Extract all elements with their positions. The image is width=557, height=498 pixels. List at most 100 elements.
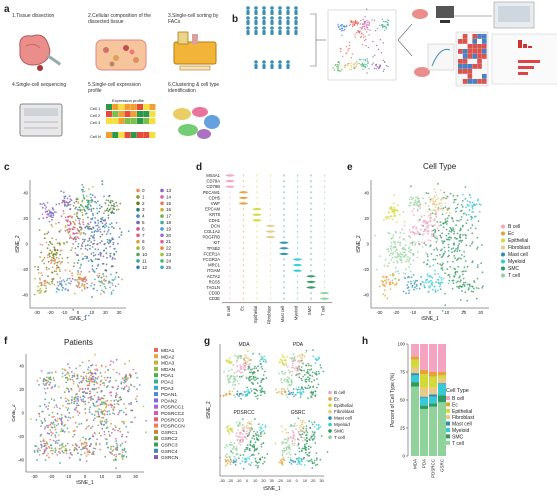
- heatmap-cell: [458, 44, 463, 49]
- person-icon-body: [246, 30, 250, 35]
- cluster-legend-label: 8: [142, 239, 145, 244]
- tsne-e-points: [374, 183, 484, 312]
- tsne-g-x-tick: -30: [219, 479, 225, 483]
- bar-segment: [411, 386, 419, 456]
- bar-legend-title: Cell Type: [446, 388, 469, 394]
- expression-heatmap: [106, 104, 156, 138]
- cluster-legend-label: 14: [166, 194, 172, 199]
- heatmap-cell: [458, 79, 463, 84]
- violin-shape: [229, 230, 231, 233]
- violin-shape: [323, 219, 326, 222]
- cluster-legend-label: 6: [142, 226, 145, 231]
- expression-cell: [106, 111, 112, 117]
- cluster-legend-label: 9: [142, 246, 145, 251]
- violin-shape: [323, 258, 326, 261]
- person-icon-body: [254, 20, 258, 25]
- tsne-celltype-plot: -30 -20 -10 0 10 20 30 40 20 0 -20 -40 tSNE_1 tSNE_2 B…: [356, 180, 531, 322]
- panel-g-label: g: [204, 336, 211, 347]
- person-icon: [254, 26, 258, 30]
- expression-cell: [106, 104, 112, 110]
- violin-shape: [296, 202, 299, 205]
- facet-title: PDA: [293, 342, 304, 348]
- expression-cell: [130, 111, 137, 117]
- bar-legend-label: B cell: [452, 396, 464, 402]
- violin-shape: [256, 286, 258, 289]
- tsne-e-y-tick: -40: [363, 293, 370, 298]
- tsne-f-y-tick: 0: [22, 411, 25, 416]
- violin-shape: [242, 185, 245, 188]
- cluster-legend-dot: [136, 259, 140, 263]
- violin-shape: [265, 230, 276, 233]
- bar-segment: [429, 396, 437, 404]
- facet-title: MDA: [238, 342, 250, 348]
- expression-cell: [149, 111, 156, 117]
- violin-shape: [283, 275, 285, 278]
- expression-cell: [130, 132, 137, 138]
- violin-shape: [256, 291, 258, 295]
- violin-shape: [238, 191, 249, 194]
- expression-cell: [124, 104, 131, 110]
- gene-label: DCN: [211, 223, 220, 228]
- violin-shape: [256, 179, 258, 183]
- violin-shape: [225, 185, 235, 188]
- tsne-c-x-tick: 10: [89, 310, 94, 315]
- g-legend-dot: [328, 397, 332, 401]
- patient-legend-label: GSRC1: [161, 430, 178, 436]
- violin-shape: [310, 258, 312, 261]
- tsne-e-y-tick: -20: [363, 267, 370, 272]
- expression-cell: [130, 104, 137, 110]
- cluster-legend-label: 7: [142, 233, 145, 238]
- violin-shape: [229, 297, 231, 300]
- violin-shape: [310, 196, 312, 200]
- violin-shape: [310, 247, 312, 250]
- violin-shape: [306, 275, 316, 278]
- cluster-legend-dot: [136, 195, 140, 199]
- violin-shape: [238, 196, 249, 200]
- bar-segment: [429, 403, 437, 407]
- violin-shape: [256, 202, 258, 205]
- heatmap-cell: [458, 34, 463, 39]
- bar-legend-label: Fibroblast: [452, 415, 475, 421]
- person-icon-body: [270, 30, 274, 35]
- gene-label: COL1A2: [204, 229, 221, 234]
- tsne-f-y-tick: -40: [18, 458, 25, 463]
- panel-h-label: h: [362, 336, 369, 347]
- heatmap-cell: [477, 64, 482, 69]
- step-2-label: 2.Cellular composition of the dissected …: [88, 13, 152, 25]
- violin-shape: [296, 174, 299, 177]
- tsne-g-facet-points: [274, 410, 329, 469]
- person-icon-body: [286, 64, 290, 69]
- celltype-percent-stacked-bar: 0 25 50 75 100 Percent of Cell Type (%) MDA PDA…: [390, 342, 475, 479]
- facet-title: PDSRCC: [233, 410, 255, 416]
- g-legend-label: Myeloid: [334, 422, 350, 427]
- violin-shape: [229, 213, 231, 216]
- violin-shape: [242, 241, 245, 244]
- violin-shape: [296, 286, 299, 289]
- tsne-g-x-tick: 10: [253, 479, 257, 483]
- g-legend-label: Epithelial: [334, 403, 353, 408]
- person-icon-body: [278, 64, 282, 69]
- expression-cell: [143, 132, 150, 138]
- person-icon: [246, 16, 250, 20]
- violin-shape: [269, 297, 272, 300]
- celltype-legend-label: Mast cell: [508, 252, 528, 258]
- tsne-patients-plot: -30 -20 -10 0 10 20 30 40 20 0 -20 -40 tSNE_1 tSNE_2 M…: [12, 348, 185, 486]
- violin-shape: [323, 202, 326, 205]
- patient-legend-swatch: [154, 398, 158, 403]
- cluster-legend-dot: [160, 227, 164, 231]
- violin-shape: [225, 174, 235, 177]
- bar-y-tick: 100: [397, 342, 405, 347]
- person-icon-body: [246, 10, 250, 15]
- person-icon-body: [294, 20, 298, 25]
- bar-legend-swatch: [446, 421, 450, 426]
- gene-label: CD3D: [209, 291, 220, 296]
- bar-legend-swatch: [446, 440, 450, 445]
- bar-category-label: GSRC: [440, 458, 445, 472]
- violin-shape: [296, 280, 299, 284]
- tsne-g-x-tick: 0: [296, 479, 298, 483]
- expression-profile-title: Expression profile: [112, 98, 144, 103]
- gene-label: KRT8: [209, 212, 220, 217]
- heatmap-cell: [462, 34, 468, 39]
- violin-shape: [296, 179, 299, 183]
- heatmap-cell: [482, 39, 487, 44]
